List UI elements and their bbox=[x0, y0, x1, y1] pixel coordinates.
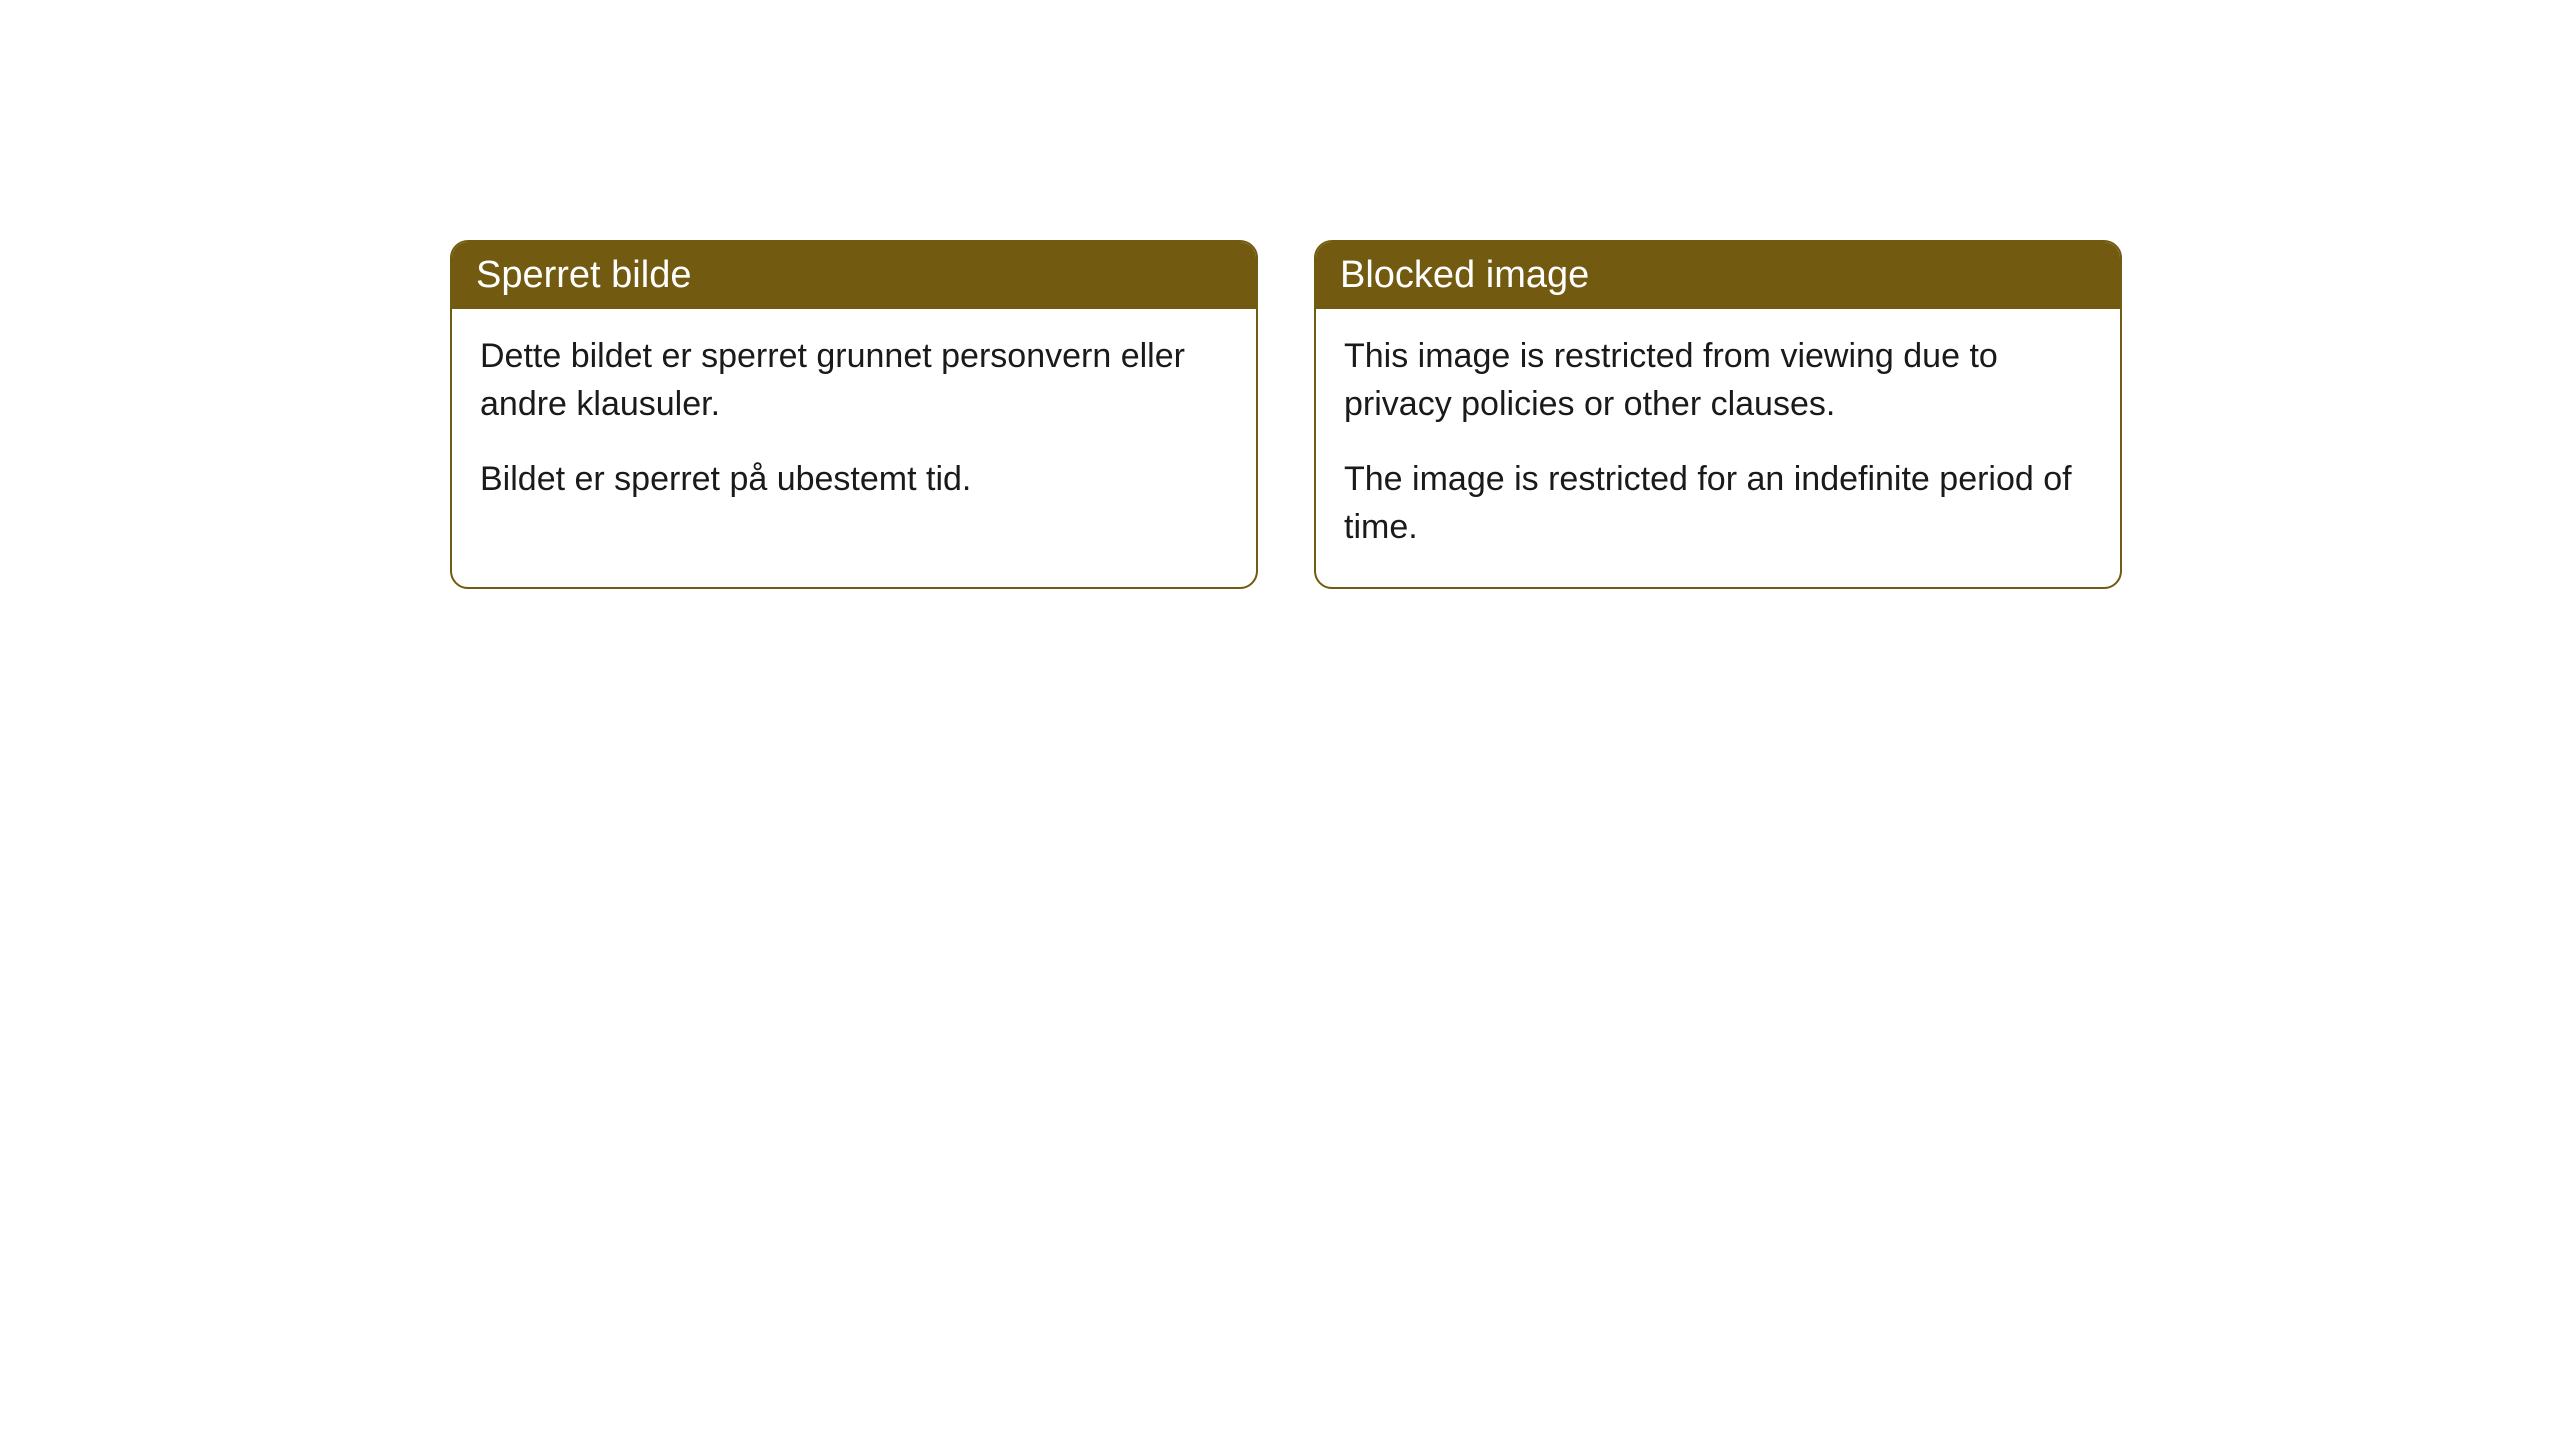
card-title-norwegian: Sperret bilde bbox=[476, 254, 691, 296]
card-paragraph-1-english: This image is restricted from viewing du… bbox=[1344, 333, 2092, 428]
card-body-norwegian: Dette bildet er sperret grunnet personve… bbox=[452, 309, 1256, 540]
card-paragraph-1-norwegian: Dette bildet er sperret grunnet personve… bbox=[480, 333, 1228, 428]
blocked-image-card-english: Blocked image This image is restricted f… bbox=[1314, 240, 2122, 589]
card-paragraph-2-english: The image is restricted for an indefinit… bbox=[1344, 456, 2092, 551]
card-paragraph-2-norwegian: Bildet er sperret på ubestemt tid. bbox=[480, 456, 1228, 504]
card-title-english: Blocked image bbox=[1340, 254, 1589, 296]
card-header-norwegian: Sperret bilde bbox=[452, 242, 1256, 309]
cards-container: Sperret bilde Dette bildet er sperret gr… bbox=[450, 240, 2122, 589]
card-header-english: Blocked image bbox=[1316, 242, 2120, 309]
card-body-english: This image is restricted from viewing du… bbox=[1316, 309, 2120, 587]
blocked-image-card-norwegian: Sperret bilde Dette bildet er sperret gr… bbox=[450, 240, 1258, 589]
